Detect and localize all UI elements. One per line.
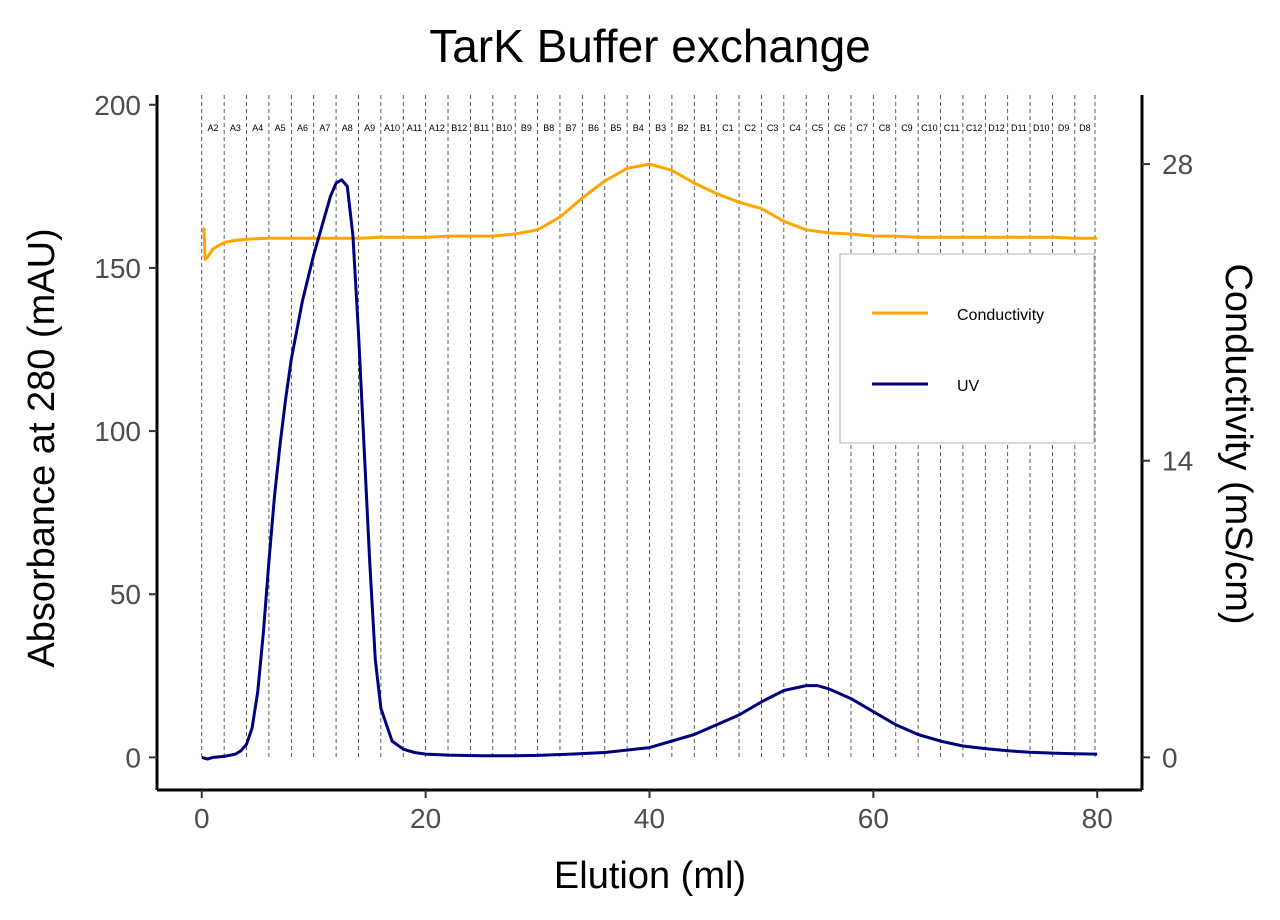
fraction-label: A8	[342, 123, 353, 133]
fraction-label: A5	[275, 123, 286, 133]
fraction-label: D9	[1058, 123, 1070, 133]
y-tick-label: 50	[110, 579, 141, 610]
fraction-label: A10	[384, 123, 400, 133]
y-tick-label: 150	[94, 253, 141, 284]
fraction-label: D12	[988, 123, 1005, 133]
fraction-label: C2	[744, 123, 756, 133]
fraction-label: B9	[521, 123, 532, 133]
fraction-label: B1	[700, 123, 711, 133]
chart-title: TarK Buffer exchange	[429, 20, 871, 72]
series-line-uv	[201, 178, 1098, 761]
fraction-label: C7	[856, 123, 868, 133]
x-tick-label: 20	[410, 803, 441, 834]
fraction-label: A12	[429, 123, 445, 133]
fraction-label: D10	[1033, 123, 1050, 133]
series-layer	[201, 162, 1098, 761]
fraction-label: A11	[407, 123, 422, 133]
x-tick-label: 40	[634, 803, 665, 834]
fraction-label: C11	[944, 123, 960, 133]
fraction-label: C3	[767, 123, 779, 133]
y-tick-label: 0	[125, 742, 141, 773]
y-tick-label: 200	[94, 90, 141, 121]
fraction-label: B8	[543, 123, 554, 133]
fraction-label: B6	[588, 123, 599, 133]
fraction-label: A9	[364, 123, 375, 133]
y-tick-label: 100	[94, 416, 141, 447]
fraction-label: C8	[879, 123, 891, 133]
x-tick-label: 60	[858, 803, 889, 834]
fraction-label: B7	[566, 123, 577, 133]
fraction-label: A4	[252, 123, 263, 133]
legend-label-conductivity: Conductivity	[957, 307, 1044, 324]
legend: Conductivity UV	[839, 253, 1095, 444]
x-tick-label: 80	[1082, 803, 1113, 834]
fraction-label: B11	[474, 123, 489, 133]
series-line-conductivity	[202, 162, 1098, 261]
fraction-label: B5	[610, 123, 621, 133]
fraction-label: A6	[297, 123, 308, 133]
y-axis-title: Absorbance at 280 (mAU)	[21, 228, 63, 667]
fraction-label: D11	[1011, 123, 1027, 133]
y2-tick-label: 0	[1162, 742, 1178, 773]
fraction-label: C6	[834, 123, 846, 133]
x-tick-label: 0	[194, 803, 210, 834]
fraction-label: C10	[921, 123, 938, 133]
fraction-label: C5	[812, 123, 824, 133]
fraction-label: D8	[1079, 123, 1091, 133]
fraction-label: B2	[678, 123, 689, 133]
fraction-label: A7	[319, 123, 330, 133]
legend-box	[839, 253, 1095, 444]
y2-tick-label: 28	[1162, 149, 1193, 180]
y2-tick-label: 14	[1162, 446, 1193, 477]
fraction-label: B3	[655, 123, 666, 133]
fraction-label: B4	[633, 123, 644, 133]
fraction-label: A3	[230, 123, 241, 133]
fraction-label: B10	[496, 123, 512, 133]
fraction-label: C4	[789, 123, 801, 133]
fraction-label: C12	[966, 123, 983, 133]
x-axis-title: Elution (ml)	[554, 855, 746, 897]
y2-axis-title: Conductivity (mS/cm)	[1217, 263, 1259, 624]
legend-label-uv: UV	[957, 378, 980, 395]
fraction-label: C9	[901, 123, 913, 133]
fraction-label: B12	[451, 123, 467, 133]
fraction-label: C1	[722, 123, 734, 133]
fraction-label: A2	[207, 123, 218, 133]
axes: 0 20 40 60 80 0 50 100 150 200 0 14 28	[94, 90, 1193, 834]
